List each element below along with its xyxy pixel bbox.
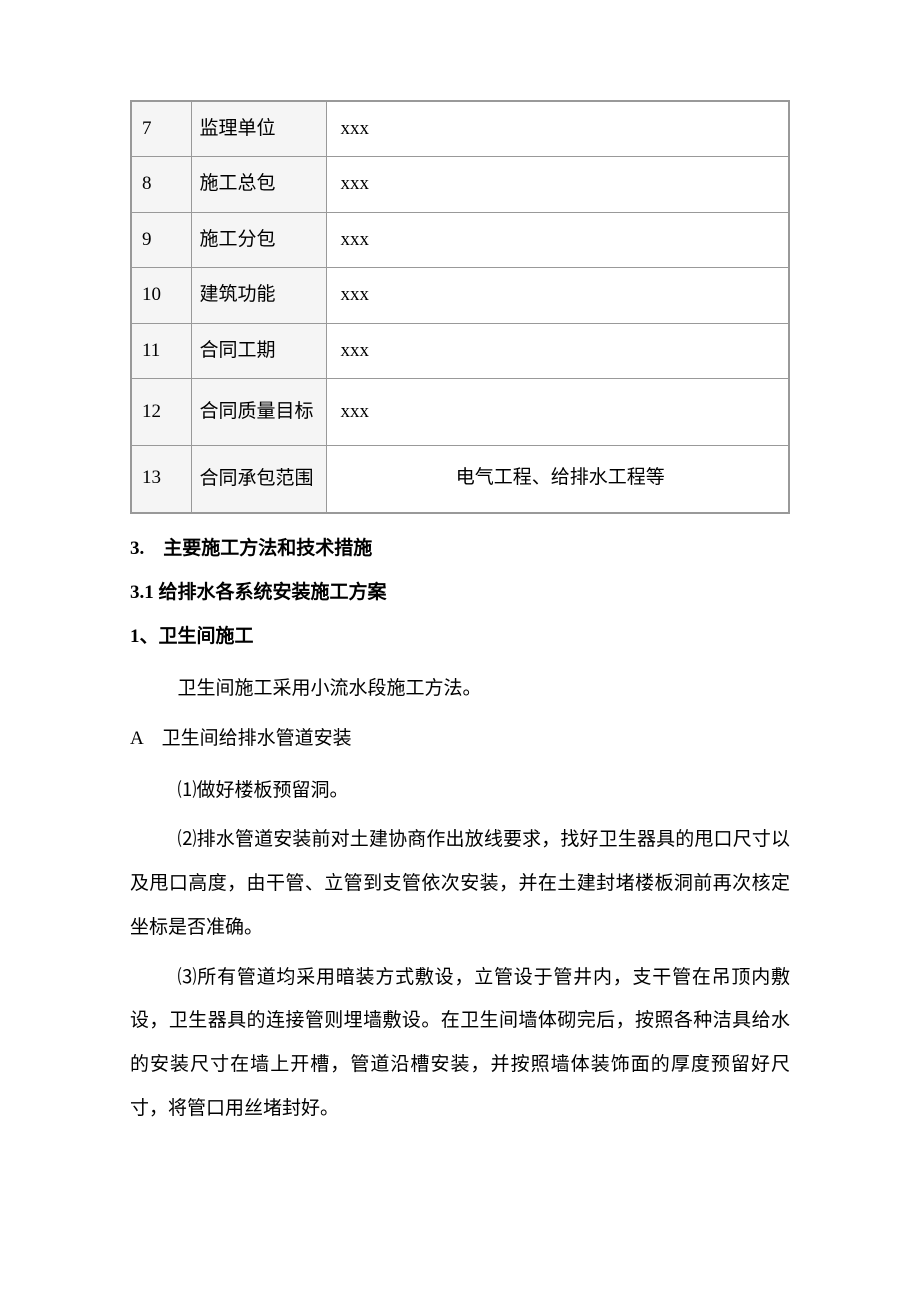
row-label: 施工总包 [191, 157, 326, 212]
table-row: 8施工总包xxx [131, 157, 789, 212]
table-row: 11合同工期xxx [131, 323, 789, 378]
row-number: 11 [131, 323, 191, 378]
table-row: 12合同质量目标xxx [131, 378, 789, 445]
row-label: 合同质量目标 [191, 378, 326, 445]
row-number: 8 [131, 157, 191, 212]
table-row: 10建筑功能xxx [131, 268, 789, 323]
row-value: xxx [326, 378, 789, 445]
heading-section-3: 3. 主要施工方法和技术措施 [130, 534, 790, 564]
paragraph: ⑴做好楼板预留洞。 [130, 769, 790, 813]
row-value: xxx [326, 101, 789, 157]
row-value: xxx [326, 212, 789, 267]
heading-section-3-1: 3.1 给排水各系统安装施工方案 [130, 578, 790, 608]
row-value: xxx [326, 157, 789, 212]
row-number: 13 [131, 445, 191, 512]
table-row: 13合同承包范围电气工程、给排水工程等 [131, 445, 789, 512]
row-label: 合同工期 [191, 323, 326, 378]
row-label: 监理单位 [191, 101, 326, 157]
row-number: 10 [131, 268, 191, 323]
paragraph: ⑶所有管道均采用暗装方式敷设，立管设于管井内，支干管在吊顶内敷设，卫生器具的连接… [130, 956, 790, 1131]
row-label: 合同承包范围 [191, 445, 326, 512]
row-number: 9 [131, 212, 191, 267]
paragraph: ⑵排水管道安装前对土建协商作出放线要求，找好卫生器具的甩口尺寸以及甩口高度，由干… [130, 818, 790, 949]
info-table: 7监理单位xxx8施工总包xxx9施工分包xxx10建筑功能xxx11合同工期x… [130, 100, 790, 514]
row-value: xxx [326, 323, 789, 378]
row-label: 建筑功能 [191, 268, 326, 323]
table-row: 7监理单位xxx [131, 101, 789, 157]
subheading-item-1: 1、卫生间施工 [130, 622, 790, 652]
row-value: 电气工程、给排水工程等 [326, 445, 789, 512]
table-row: 9施工分包xxx [131, 212, 789, 267]
row-number: 7 [131, 101, 191, 157]
subheading-item-a: A 卫生间给排水管道安装 [130, 724, 790, 754]
row-label: 施工分包 [191, 212, 326, 267]
row-value: xxx [326, 268, 789, 323]
paragraph: 卫生间施工采用小流水段施工方法。 [130, 667, 790, 711]
row-number: 12 [131, 378, 191, 445]
